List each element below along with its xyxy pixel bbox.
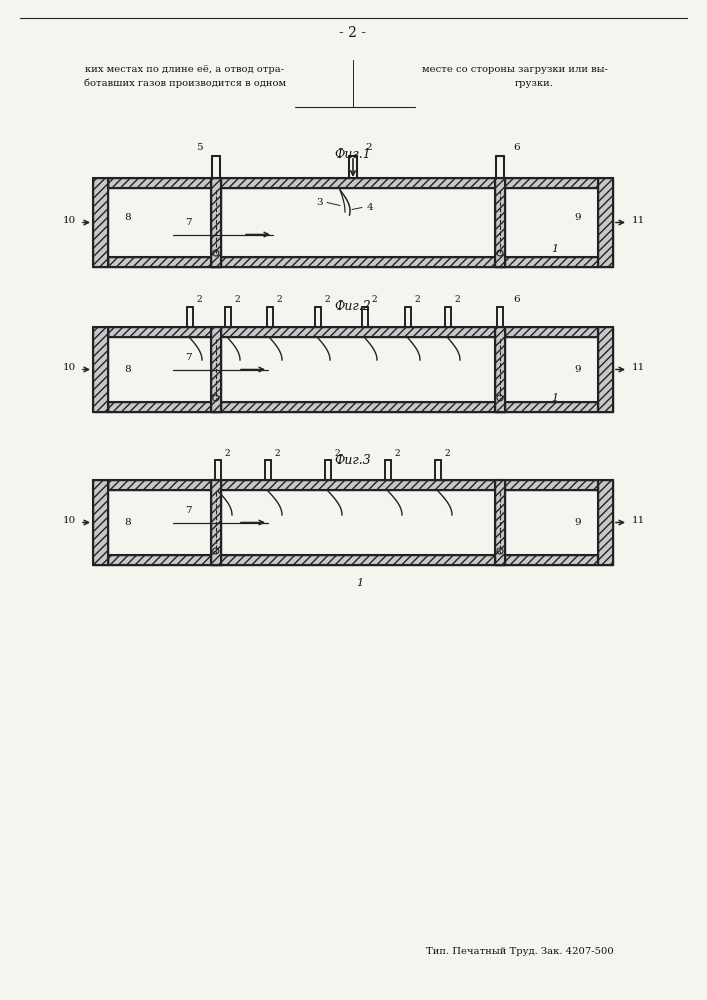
Text: ких местах по длине её, а отвод отра-: ких местах по длине её, а отвод отра- <box>86 66 284 75</box>
Bar <box>495 327 505 412</box>
Text: 2: 2 <box>274 448 280 458</box>
Bar <box>211 178 221 267</box>
Text: 9: 9 <box>575 213 581 222</box>
Bar <box>598 327 613 412</box>
Text: 10: 10 <box>63 216 76 225</box>
Text: 1: 1 <box>551 393 559 403</box>
Bar <box>598 327 613 412</box>
Text: 2: 2 <box>196 296 201 304</box>
Text: 1: 1 <box>551 244 559 254</box>
Bar <box>211 178 221 267</box>
Text: ботавших газов производится в одном: ботавших газов производится в одном <box>84 78 286 88</box>
Bar <box>108 178 598 188</box>
Text: 1: 1 <box>356 578 363 588</box>
Bar <box>93 480 108 565</box>
Text: 2: 2 <box>454 296 460 304</box>
Bar <box>108 555 598 565</box>
Bar <box>598 178 613 267</box>
Bar <box>108 402 598 412</box>
Text: 2: 2 <box>234 296 240 304</box>
Text: 2: 2 <box>224 448 230 458</box>
Bar <box>93 327 108 412</box>
Bar <box>495 480 505 565</box>
Bar <box>108 178 598 188</box>
Bar <box>93 178 108 267</box>
Bar <box>108 480 598 490</box>
Bar <box>211 480 221 565</box>
Bar <box>598 480 613 565</box>
Bar <box>108 257 598 267</box>
Bar <box>598 178 613 267</box>
Text: 11: 11 <box>632 216 645 225</box>
Text: 2: 2 <box>276 296 282 304</box>
Bar <box>108 327 598 337</box>
Bar <box>495 327 505 412</box>
Bar <box>495 480 505 565</box>
Bar <box>93 327 108 412</box>
Text: 2: 2 <box>334 448 340 458</box>
Bar <box>108 402 598 412</box>
Text: 8: 8 <box>124 365 132 374</box>
Bar <box>495 178 505 267</box>
Bar <box>108 555 598 565</box>
Bar <box>93 480 108 565</box>
Bar <box>211 327 221 412</box>
Text: Тип. Печатный Труд. Зак. 4207-500: Тип. Печатный Труд. Зак. 4207-500 <box>426 948 614 956</box>
Text: 2: 2 <box>395 448 400 458</box>
Bar <box>108 480 598 490</box>
Text: 6: 6 <box>513 143 520 152</box>
Bar <box>598 178 613 267</box>
Text: 8: 8 <box>124 518 132 527</box>
Text: Фиг.3: Фиг.3 <box>334 454 371 466</box>
Bar <box>211 480 221 565</box>
Bar <box>108 178 598 188</box>
Bar <box>211 327 221 412</box>
Text: 10: 10 <box>63 516 76 525</box>
Text: 11: 11 <box>632 363 645 372</box>
Text: 2: 2 <box>414 296 420 304</box>
Bar <box>108 327 598 337</box>
Bar <box>495 178 505 267</box>
Bar <box>598 480 613 565</box>
Bar <box>211 178 221 267</box>
Text: Фиг.1: Фиг.1 <box>334 148 371 161</box>
Text: 6: 6 <box>513 296 520 304</box>
Text: Фиг.2: Фиг.2 <box>334 300 371 314</box>
Text: 4: 4 <box>367 203 373 212</box>
Bar <box>495 480 505 565</box>
Text: 2: 2 <box>325 296 329 304</box>
Text: 10: 10 <box>63 363 76 372</box>
Text: грузки.: грузки. <box>515 79 554 88</box>
Text: 2: 2 <box>365 143 372 152</box>
Bar <box>108 257 598 267</box>
Bar <box>93 178 108 267</box>
Text: 5: 5 <box>196 143 203 152</box>
Bar <box>211 327 221 412</box>
Text: 9: 9 <box>575 365 581 374</box>
Bar <box>108 480 598 490</box>
Bar <box>598 480 613 565</box>
Text: 9: 9 <box>575 518 581 527</box>
Text: 2: 2 <box>371 296 377 304</box>
Bar <box>108 257 598 267</box>
Bar <box>598 327 613 412</box>
Bar <box>495 178 505 267</box>
Text: 7: 7 <box>185 506 192 515</box>
Text: - 2 -: - 2 - <box>339 26 366 40</box>
Text: 7: 7 <box>185 353 192 362</box>
Text: 11: 11 <box>632 516 645 525</box>
Bar <box>93 178 108 267</box>
Bar <box>93 480 108 565</box>
Text: 8: 8 <box>124 213 132 222</box>
Bar <box>495 327 505 412</box>
Bar <box>108 402 598 412</box>
Bar <box>108 555 598 565</box>
Text: 2: 2 <box>444 448 450 458</box>
Text: 7: 7 <box>185 218 192 227</box>
Text: 3: 3 <box>317 198 323 207</box>
Bar <box>93 327 108 412</box>
Text: месте со стороны загрузки или вы-: месте со стороны загрузки или вы- <box>422 66 608 75</box>
Bar <box>211 480 221 565</box>
Bar <box>108 327 598 337</box>
